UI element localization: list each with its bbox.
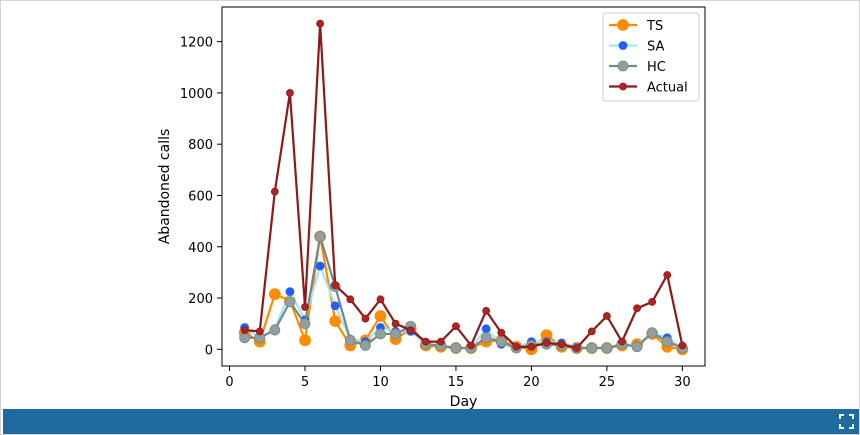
x-tick-label: 0 xyxy=(225,375,233,390)
bottom-toolbar xyxy=(3,409,859,434)
data-point-actual xyxy=(482,306,491,315)
data-point-actual xyxy=(240,326,249,335)
x-tick-label: 15 xyxy=(448,375,465,390)
data-point-ts xyxy=(268,288,281,301)
expand-icon[interactable] xyxy=(838,413,855,430)
data-point-hc xyxy=(390,328,401,340)
y-tick-label: 0 xyxy=(205,343,213,358)
data-point-hc xyxy=(314,231,326,242)
data-point-hc xyxy=(375,328,386,340)
data-point-actual xyxy=(678,341,687,350)
data-point-actual xyxy=(391,319,400,328)
data-point-sa xyxy=(330,301,340,311)
legend-marker-actual xyxy=(619,82,627,91)
x-tick-label: 25 xyxy=(599,375,616,390)
legend-marker-ts xyxy=(617,19,629,31)
data-point-hc xyxy=(344,334,356,346)
data-point-actual xyxy=(452,322,460,331)
legend-marker-sa xyxy=(618,41,628,50)
data-point-actual xyxy=(512,342,521,351)
data-point-sa xyxy=(481,324,491,334)
data-point-actual xyxy=(602,312,611,320)
data-point-actual xyxy=(346,295,355,304)
x-tick-label: 10 xyxy=(372,375,389,390)
data-point-hc xyxy=(269,324,281,336)
data-point-hc xyxy=(239,332,251,344)
y-axis-label: Abandoned calls xyxy=(157,129,173,245)
data-point-actual xyxy=(286,89,294,97)
data-point-actual xyxy=(436,337,445,346)
data-point-sa xyxy=(285,287,295,297)
data-point-hc xyxy=(450,342,462,354)
data-point-actual xyxy=(633,304,641,313)
line-chart: 0 5 10 15 20 25 30 0 200 400 600 800 1000 1200 Day Aban… xyxy=(157,6,706,410)
data-point-actual xyxy=(361,314,370,323)
data-point-hc xyxy=(601,342,613,354)
legend-label-sa: SA xyxy=(647,40,664,55)
data-point-hc xyxy=(586,342,598,354)
data-point-actual xyxy=(648,297,657,306)
y-tick-label: 1200 xyxy=(180,36,213,51)
data-point-actual xyxy=(270,187,279,196)
legend-label-ts: TS xyxy=(646,19,663,34)
data-point-actual xyxy=(497,328,506,337)
y-tick-label: 600 xyxy=(188,189,213,204)
legend-box xyxy=(602,12,700,102)
data-point-hc xyxy=(631,341,643,353)
data-point-hc xyxy=(646,327,658,339)
data-point-hc xyxy=(299,318,311,330)
data-point-actual xyxy=(527,342,536,351)
data-point-hc xyxy=(359,340,371,351)
data-point-actual xyxy=(542,339,551,347)
data-point-sa xyxy=(315,261,325,271)
data-point-actual xyxy=(572,344,581,352)
data-point-actual xyxy=(406,326,415,335)
data-point-actual xyxy=(376,295,385,304)
data-point-actual xyxy=(255,327,264,336)
data-point-actual xyxy=(618,337,626,346)
x-tick-label: 5 xyxy=(301,375,309,390)
legend-label-hc: HC xyxy=(647,60,666,75)
data-point-hc xyxy=(495,336,507,348)
legend-marker-hc xyxy=(617,60,629,72)
y-tick-label: 400 xyxy=(188,241,213,256)
data-point-actual xyxy=(587,327,596,336)
y-tick-label: 1000 xyxy=(180,87,213,102)
data-point-ts xyxy=(299,334,311,347)
data-point-ts xyxy=(329,315,342,328)
y-tick-label: 200 xyxy=(188,292,213,307)
series-line-actual xyxy=(244,22,684,350)
x-tick-label: 30 xyxy=(674,375,691,390)
data-point-actual xyxy=(663,271,672,279)
chart-container: 0 5 10 15 20 25 30 0 200 400 600 800 1000 1200 Day Aban… xyxy=(1,1,860,411)
data-point-hc xyxy=(480,332,492,344)
legend-label-actual: Actual xyxy=(647,81,688,96)
data-point-actual xyxy=(316,19,325,28)
data-point-hc xyxy=(661,336,673,348)
data-point-actual xyxy=(331,281,340,290)
y-tick-label: 800 xyxy=(188,138,213,153)
data-point-actual xyxy=(467,341,475,350)
data-point-actual xyxy=(421,337,430,346)
data-point-actual xyxy=(301,303,309,311)
data-point-actual xyxy=(557,340,566,349)
x-axis-label: Day xyxy=(450,394,478,410)
x-tick-label: 20 xyxy=(523,375,540,390)
data-point-ts xyxy=(374,310,387,322)
data-point-hc xyxy=(284,296,296,308)
